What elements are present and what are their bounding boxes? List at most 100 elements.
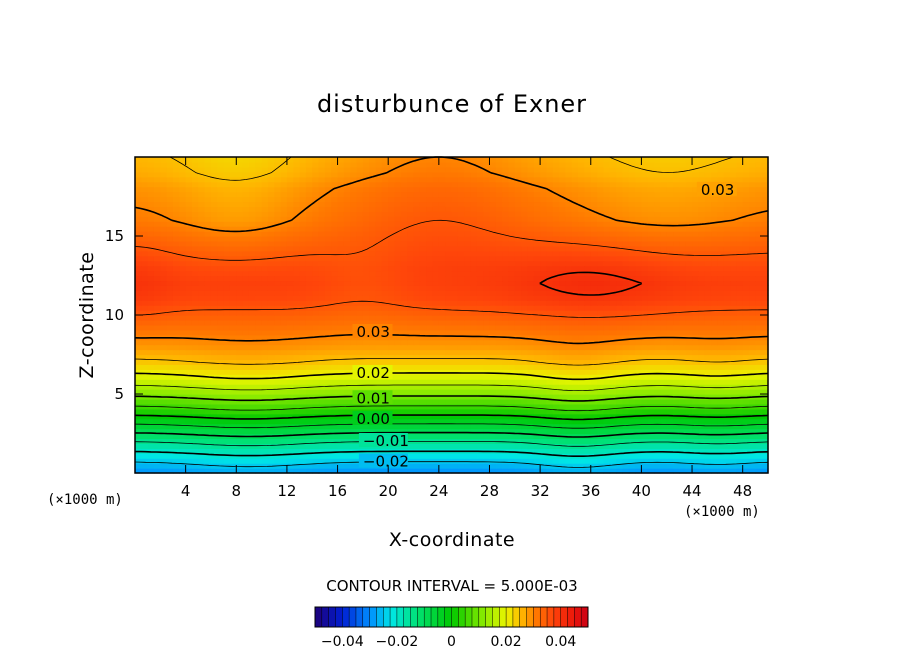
field-cell: [527, 275, 535, 282]
field-cell: [356, 305, 364, 311]
field-cell: [654, 384, 661, 390]
field-cell: [495, 458, 503, 464]
field-cell: [711, 280, 718, 286]
field-cell: [356, 290, 364, 296]
field-cell: [628, 398, 636, 405]
field-cell: [711, 250, 718, 257]
field-cell: [666, 329, 674, 336]
field-cell: [141, 408, 149, 415]
field-cell: [426, 290, 434, 296]
field-cell: [692, 310, 699, 316]
field-cell: [343, 231, 351, 237]
field-cell: [755, 295, 763, 301]
field-cell: [457, 245, 465, 252]
field-cell: [654, 270, 661, 277]
field-cell: [267, 329, 275, 336]
field-cell: [723, 403, 731, 410]
field-cell: [514, 295, 522, 301]
field-cell: [426, 280, 434, 286]
field-cell: [261, 245, 269, 252]
field-cell: [293, 438, 301, 444]
field-cell: [527, 300, 535, 306]
field-cell: [679, 319, 687, 326]
field-cell: [343, 349, 351, 356]
field-cell: [445, 398, 453, 405]
field-cell: [267, 231, 275, 237]
field-cell: [274, 315, 282, 321]
field-cell: [166, 295, 174, 301]
field-cell: [685, 403, 693, 410]
field-cell: [616, 280, 624, 286]
field-cell: [426, 240, 434, 247]
field-cell: [641, 369, 649, 375]
field-cell: [622, 305, 630, 311]
field-cell: [445, 403, 453, 410]
field-cell: [597, 329, 605, 336]
field-cell: [736, 359, 744, 365]
field-cell: [495, 354, 503, 361]
field-cell: [546, 265, 554, 272]
field-cell: [723, 418, 731, 425]
field-cell: [286, 438, 294, 444]
field-cell: [584, 354, 592, 361]
field-cell: [293, 236, 301, 242]
field-cell: [217, 379, 225, 385]
field-cell: [755, 231, 763, 237]
field-cell: [210, 245, 218, 252]
field-cell: [267, 260, 275, 267]
field-cell: [407, 226, 415, 232]
field-cell: [711, 339, 718, 346]
field-cell: [350, 463, 358, 469]
field-cell: [198, 329, 206, 336]
field-cell: [489, 295, 497, 301]
field-cell: [749, 463, 756, 469]
field-cell: [698, 255, 706, 262]
field-cell: [533, 265, 541, 272]
field-cell: [749, 260, 756, 267]
field-cell: [527, 369, 535, 375]
field-cell: [343, 265, 351, 272]
field-cell: [280, 324, 288, 331]
field-cell: [343, 438, 351, 444]
field-cell: [514, 398, 522, 405]
field-cell: [628, 468, 636, 474]
field-cell: [660, 413, 668, 420]
field-cell: [185, 339, 193, 346]
field-cell: [559, 423, 567, 430]
field-cell: [400, 428, 408, 435]
field-cell: [267, 438, 275, 444]
field-cell: [426, 458, 434, 464]
field-cell: [261, 334, 269, 341]
field-cell: [635, 408, 642, 415]
field-cell: [242, 374, 250, 380]
field-cell: [293, 433, 301, 440]
field-cell: [255, 300, 263, 306]
field-cell: [698, 374, 706, 380]
field-cell: [255, 438, 263, 444]
field-cell: [217, 315, 225, 321]
field-cell: [616, 226, 624, 232]
field-cell: [331, 305, 339, 311]
field-cell: [597, 295, 605, 301]
field-cell: [242, 428, 250, 435]
field-cell: [248, 468, 256, 474]
field-cell: [172, 344, 180, 351]
field-cell: [223, 236, 231, 242]
field-cell: [337, 305, 345, 311]
field-cell: [742, 240, 750, 247]
field-cell: [153, 275, 161, 282]
field-cell: [730, 379, 737, 385]
field-cell: [356, 428, 364, 435]
field-cell: [191, 403, 199, 410]
field-cell: [229, 329, 237, 336]
field-cell: [730, 374, 737, 380]
field-cell: [331, 443, 339, 449]
field-cell: [755, 300, 763, 306]
field-cell: [749, 359, 756, 365]
field-cell: [147, 315, 155, 321]
field-cell: [730, 364, 737, 370]
field-cell: [489, 236, 497, 242]
field-cell: [166, 280, 174, 286]
field-cell: [622, 369, 630, 375]
field-cell: [255, 423, 263, 430]
